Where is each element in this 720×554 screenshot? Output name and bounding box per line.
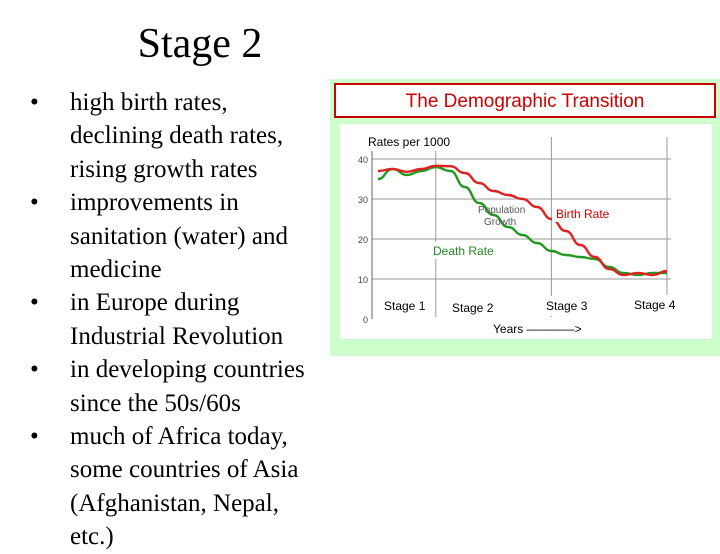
bullet-item: in developing countries since the 50s/60…: [30, 353, 360, 420]
y-tick-label: 10: [358, 275, 368, 285]
stage-1-label-box: [378, 296, 434, 316]
bullet-line: high birth rates,: [70, 89, 228, 116]
bullet-line: since the 50s/60s: [70, 389, 241, 417]
stage-2-label: Stage 2: [452, 301, 494, 315]
ylabel: Rates per 1000: [368, 135, 450, 149]
bullet-line: much of Africa today,: [70, 423, 288, 451]
bullet-line: some countries of Asia: [70, 456, 299, 484]
demographic-transition-chart: The Demographic Transition 0 10 20 30 40 Rat…: [330, 79, 720, 356]
stage-4-label: Stage 4: [634, 298, 676, 312]
bullet-line: etc.): [70, 523, 114, 551]
bullet-item: improvements in sanitation (water) and m…: [30, 186, 360, 286]
y-tick-label: 0: [363, 315, 368, 325]
death-rate-line: [377, 165, 667, 277]
ylabel-box: [364, 133, 470, 151]
birth-rate-label: Birth Rate: [556, 207, 610, 221]
annotation-population-growth-1: Population: [478, 205, 525, 216]
bullet-list: high birth rates, declining death rates,…: [30, 86, 360, 554]
xlabel: Years ————>: [493, 322, 582, 336]
bullet-line: Industrial Revolution: [70, 322, 284, 350]
xlabel-box: [468, 319, 620, 339]
death-rate-label-box: [428, 242, 508, 259]
birth-rate-line: [377, 164, 668, 277]
bullet-line: declining death rates,: [70, 122, 284, 150]
series-layer: [377, 164, 668, 277]
annotation-population-growth-2: Growth: [484, 217, 516, 228]
chart-title: The Demographic Transition: [406, 91, 645, 112]
bullet-line: medicine: [70, 256, 162, 284]
stage-2-label-box: [446, 298, 506, 317]
axis-layer: 0 10 20 30 40: [358, 137, 373, 325]
bullet-item: in Europe during Industrial Revolution: [30, 286, 360, 353]
stage-3-label: Stage 3: [546, 299, 588, 313]
y-tick-label: 20: [358, 235, 368, 245]
chart-title-box: [334, 83, 716, 118]
bullet-line: sanitation (water) and: [70, 222, 288, 250]
y-tick-label: 40: [358, 155, 368, 165]
bullet-line: (Afghanistan, Nepal,: [70, 489, 279, 517]
birth-rate-label-box: [552, 206, 622, 222]
stage-4-label-box: [628, 295, 684, 317]
bullet-line: in Europe during: [70, 289, 240, 317]
bullet-item: much of Africa today, some countries of …: [30, 420, 360, 554]
death-rate-label: Death Rate: [433, 244, 494, 258]
stage-3-label-box: [537, 296, 599, 316]
bullet-line: rising growth rates: [70, 155, 258, 183]
stage-1-label: Stage 1: [384, 299, 426, 313]
bullet-item: high birth rates, declining death rates,…: [30, 86, 360, 186]
bullet-line: improvements in: [70, 189, 239, 217]
y-tick-label: 30: [358, 195, 368, 205]
slide-title: Stage 2: [137, 21, 263, 67]
bullet-line: in developing countries: [70, 356, 305, 384]
